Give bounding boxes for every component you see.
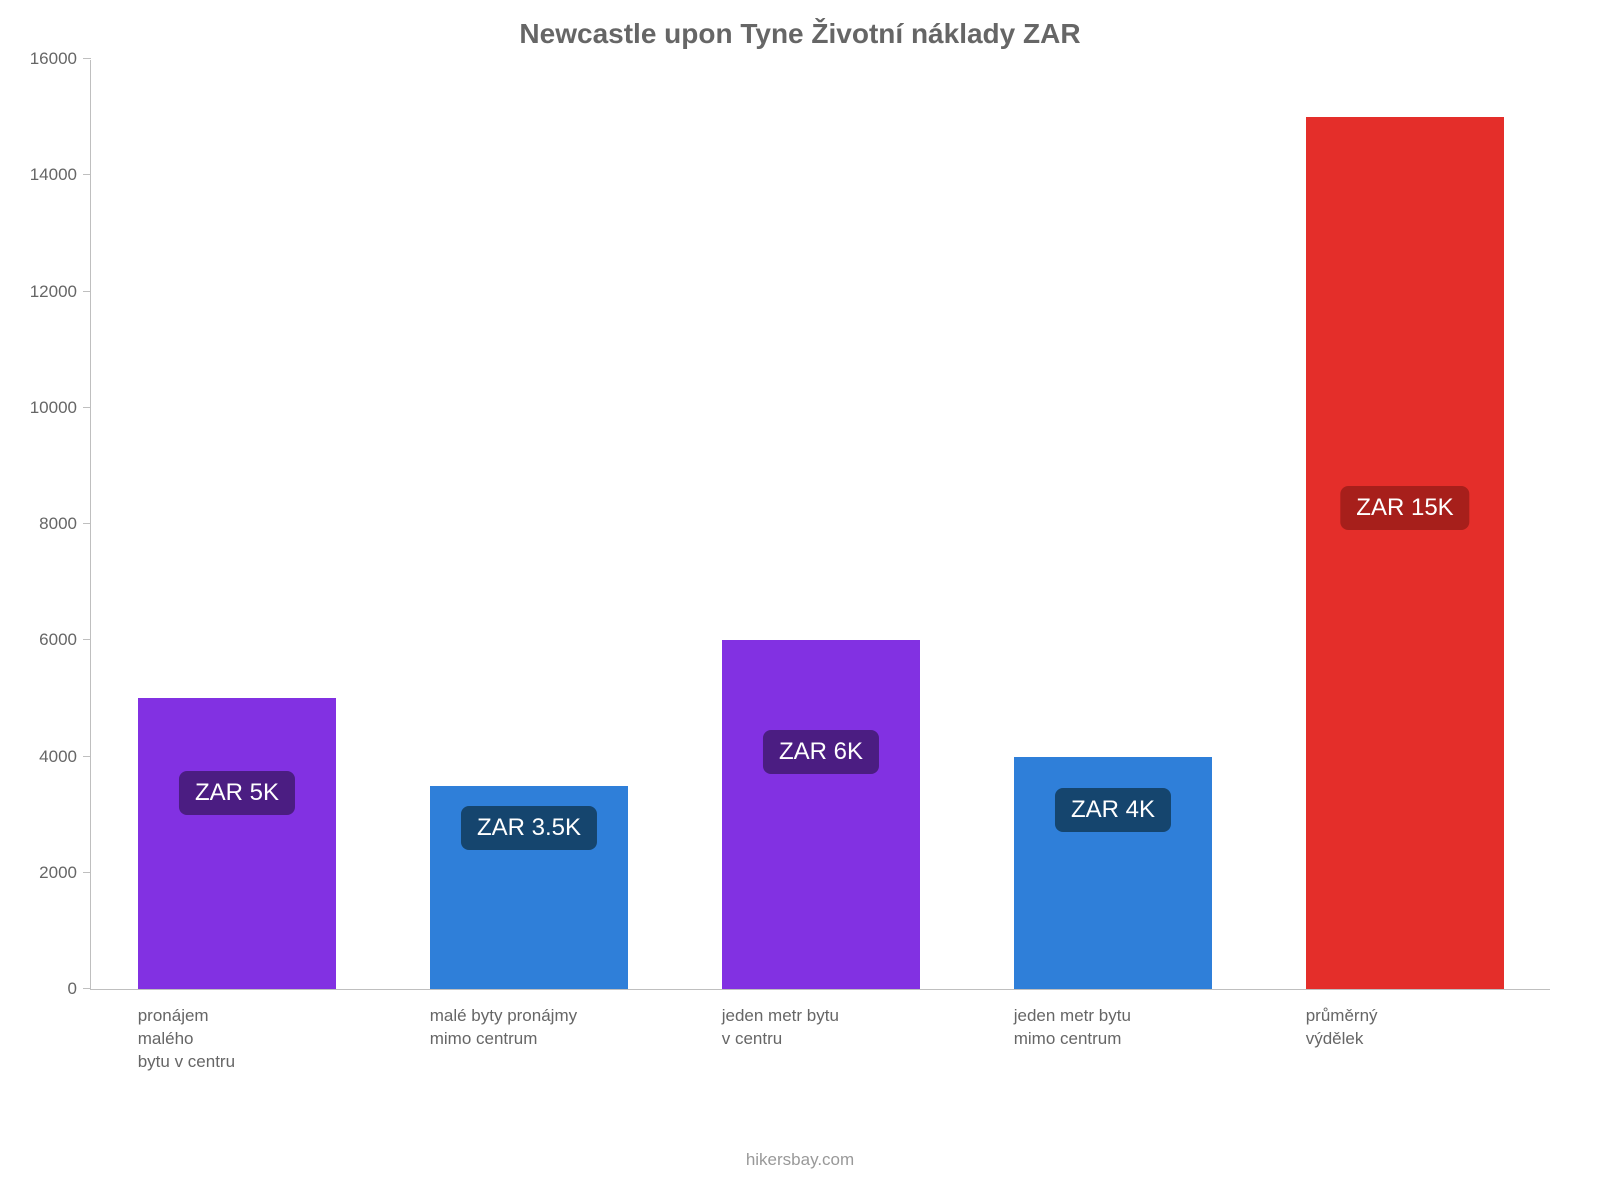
y-tick-mark [83, 58, 91, 59]
y-tick-label: 14000 [30, 165, 91, 185]
y-tick-mark [83, 174, 91, 175]
y-tick-mark [83, 872, 91, 873]
bar: ZAR 15K [1306, 117, 1505, 989]
y-tick-mark [83, 639, 91, 640]
bar-value-badge: ZAR 4K [1055, 788, 1171, 832]
bar: ZAR 3.5K [430, 786, 629, 989]
x-axis-label: malé byty pronájmy mimo centrum [430, 989, 629, 1051]
y-tick-label: 2000 [39, 863, 91, 883]
y-tick-label: 0 [68, 979, 91, 999]
chart-footer: hikersbay.com [0, 1150, 1600, 1170]
y-tick-label: 10000 [30, 398, 91, 418]
y-tick-label: 16000 [30, 49, 91, 69]
bar-value-badge: ZAR 15K [1340, 486, 1469, 530]
y-tick-label: 4000 [39, 747, 91, 767]
y-tick-mark [83, 291, 91, 292]
y-tick-mark [83, 988, 91, 989]
bar: ZAR 4K [1014, 757, 1213, 990]
y-tick-mark [83, 756, 91, 757]
x-axis-label: průměrný výdělek [1306, 989, 1505, 1051]
bar: ZAR 5K [138, 698, 337, 989]
x-axis-label: jeden metr bytu v centru [722, 989, 921, 1051]
x-axis-label: jeden metr bytu mimo centrum [1014, 989, 1213, 1051]
y-tick-label: 12000 [30, 282, 91, 302]
bar-value-badge: ZAR 6K [763, 730, 879, 774]
y-tick-label: 6000 [39, 630, 91, 650]
bar-value-badge: ZAR 5K [179, 771, 295, 815]
y-tick-mark [83, 407, 91, 408]
chart-container: Newcastle upon Tyne Životní náklady ZAR … [0, 0, 1600, 1200]
y-tick-label: 8000 [39, 514, 91, 534]
x-axis-label: pronájem malého bytu v centru [138, 989, 337, 1074]
plot-area: 0200040006000800010000120001400016000ZAR… [90, 60, 1550, 990]
y-tick-mark [83, 523, 91, 524]
bar-value-badge: ZAR 3.5K [461, 806, 597, 850]
bar: ZAR 6K [722, 640, 921, 989]
chart-title: Newcastle upon Tyne Životní náklady ZAR [0, 18, 1600, 50]
